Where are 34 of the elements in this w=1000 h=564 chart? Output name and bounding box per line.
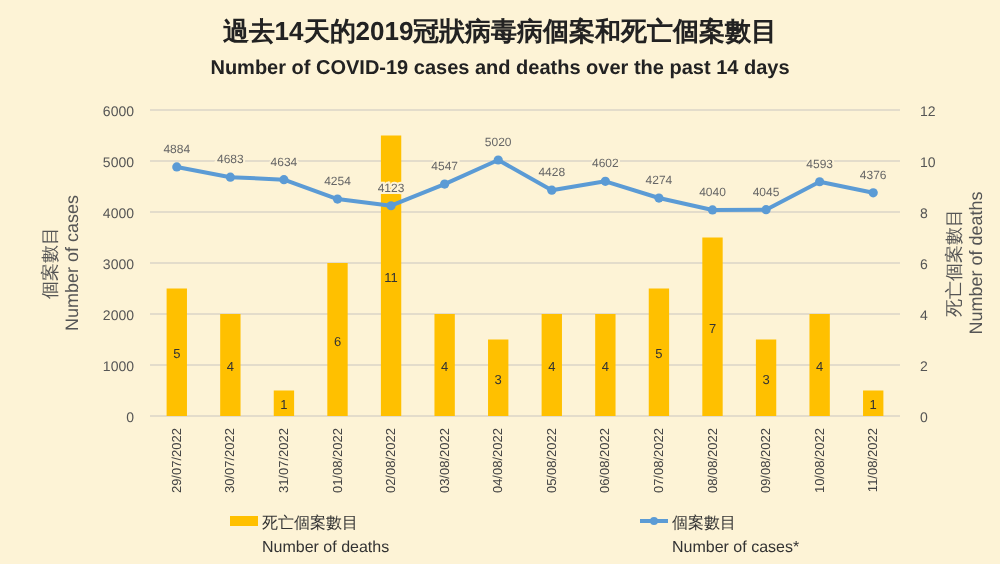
point: [868, 188, 878, 198]
bar: [166, 288, 187, 416]
bar: [220, 314, 241, 416]
bar: [595, 314, 616, 416]
point: [279, 175, 289, 185]
legend-label: 死亡個案數目 Number of deaths: [262, 514, 390, 556]
bar: [327, 263, 348, 416]
point: [386, 201, 396, 211]
bar: [380, 135, 402, 416]
point: [225, 172, 235, 182]
bar: [702, 237, 723, 416]
chart-title: 過去14天的2019冠狀病毒病個案和死亡個案數目: [220, 16, 778, 46]
point: [172, 162, 182, 172]
bar: [273, 390, 295, 416]
y2-axis-title: 死亡個案數目 Number of deaths: [944, 190, 986, 335]
point: [493, 155, 503, 165]
point: [332, 194, 343, 204]
bar: [434, 314, 455, 416]
bar: [755, 339, 777, 416]
point: [707, 205, 718, 215]
point: [547, 185, 557, 195]
point: [654, 193, 664, 203]
chart-subtitle: Number of COVID-19 cases and deaths over the past 14 days: [210, 58, 791, 80]
point: [600, 176, 610, 186]
point: [761, 205, 771, 215]
legend-label: 個案數目 Number of cases*: [672, 514, 800, 556]
point: [440, 179, 450, 189]
point: [815, 177, 825, 187]
bar: [648, 288, 670, 416]
bar: [488, 339, 509, 416]
bar: [541, 314, 562, 416]
bar: [863, 390, 884, 416]
bar: [809, 314, 830, 416]
y-axis-title: 個案數目 Number of cases: [40, 193, 82, 332]
